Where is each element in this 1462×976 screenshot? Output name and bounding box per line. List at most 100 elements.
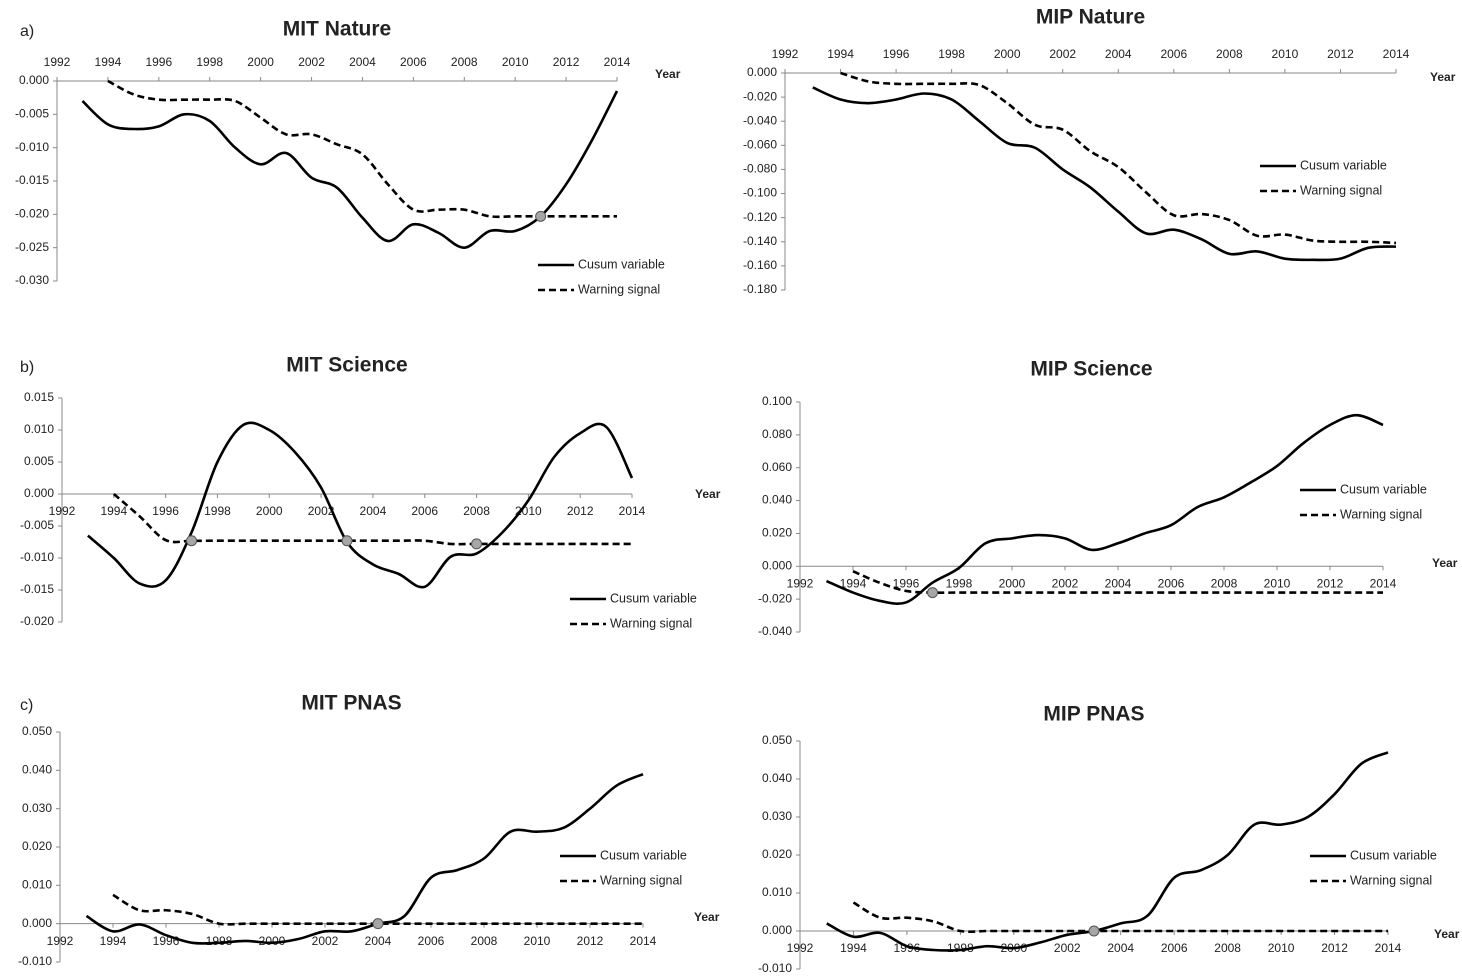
crossing-marker [535,210,547,222]
x-tick-label: 1992 [44,55,71,69]
legend-label: Warning signal [610,616,692,630]
y-tick-label: 0.000 [22,916,52,930]
x-tick-label: 2002 [1054,941,1081,955]
x-tick-label: 1998 [196,55,223,69]
x-tick-label: 2008 [1214,941,1241,955]
x-tick-label: 2010 [524,934,551,948]
y-tick-label: -0.010 [15,140,49,154]
crossing-marker [372,918,384,930]
x-tick-label: 2012 [553,55,580,69]
x-tick-label: 1996 [893,576,920,590]
x-tick-label: 2014 [604,55,631,69]
legend-label: Warning signal [1300,183,1382,197]
x-tick-label: 2010 [1264,576,1291,590]
x-tick-label: 2004 [365,934,392,948]
crossing-marker [471,538,483,550]
y-tick-label: -0.040 [758,624,792,638]
y-tick-label: -0.020 [758,591,792,605]
y-tick-label: 0.050 [762,733,792,747]
x-axis-label: Year [655,67,681,81]
y-tick-label: -0.025 [15,240,49,254]
x-tick-label: 2012 [1317,576,1344,590]
y-tick-label: -0.010 [20,550,54,564]
series-line [85,772,644,945]
panel-label: c) [20,697,33,714]
x-tick-label: 1994 [100,934,127,948]
y-tick-label: 0.040 [762,771,792,785]
y-tick-label: -0.140 [743,234,777,248]
y-tick-label: 0.020 [762,526,792,540]
x-tick-label: 2000 [247,55,274,69]
x-tick-label: 2014 [1370,576,1397,590]
legend-label: Cusum variable [600,848,687,862]
x-tick-label: 1998 [938,47,965,61]
legend-label: Warning signal [600,873,682,887]
x-tick-label: 2012 [1321,941,1348,955]
y-tick-label: 0.000 [762,923,792,937]
x-tick-label: 1996 [883,47,910,61]
y-tick-label: -0.060 [743,138,777,152]
series-line [840,71,1397,245]
x-tick-label: 2006 [411,504,438,518]
x-tick-label: 2010 [502,55,529,69]
y-tick-label: 0.005 [24,454,54,468]
x-tick-label: 1994 [95,55,122,69]
crossing-marker [341,535,353,547]
x-tick-label: 1996 [152,504,179,518]
crossing-marker [927,587,938,599]
legend-label: Cusum variable [578,257,665,271]
y-tick-label: -0.005 [20,518,54,532]
series-line [87,421,634,589]
y-tick-label: -0.180 [743,282,777,296]
y-tick-label: -0.010 [18,954,52,968]
y-tick-label: 0.000 [19,73,49,87]
series-line [825,413,1384,605]
series-line [852,570,1383,594]
x-axis-label: Year [695,487,721,501]
y-tick-label: 0.060 [762,460,792,474]
series-line [826,751,1389,952]
y-tick-label: -0.080 [743,162,777,176]
series-line [812,86,1397,262]
x-axis-label: Year [1432,556,1458,570]
y-tick-label: 0.100 [762,394,792,408]
crossing-marker [1088,925,1100,937]
x-tick-label: 1994 [827,47,854,61]
y-tick-label: -0.040 [743,113,777,127]
x-tick-label: 1994 [100,504,127,518]
x-tick-label: 2006 [1160,47,1187,61]
y-tick-label: 0.015 [24,390,54,404]
chart-title: MIT PNAS [301,692,401,715]
x-tick-label: 2004 [1107,941,1134,955]
x-tick-label: 2008 [1216,47,1243,61]
legend-label: Warning signal [578,282,660,296]
y-tick-label: -0.020 [20,614,54,628]
chart-title: MIT Science [286,354,407,377]
x-tick-label: 2008 [463,504,490,518]
x-tick-label: 2008 [451,55,478,69]
y-tick-label: -0.160 [743,258,777,272]
y-tick-label: 0.020 [762,847,792,861]
y-tick-label: 0.080 [762,427,792,441]
legend-label: Cusum variable [1350,848,1437,862]
series-line [112,893,643,926]
x-tick-label: 1992 [772,47,799,61]
x-tick-label: 2008 [1211,576,1238,590]
x-axis-label: Year [1434,927,1460,941]
x-tick-label: 2006 [418,934,445,948]
y-tick-label: -0.030 [15,273,49,287]
series-line [112,493,632,546]
x-tick-label: 2002 [298,55,325,69]
y-tick-label: 0.010 [762,885,792,899]
x-tick-label: 2008 [471,934,498,948]
y-tick-label: -0.010 [758,961,792,975]
x-tick-label: 2000 [256,504,283,518]
y-tick-label: 0.040 [22,763,52,777]
x-tick-label: 2006 [1158,576,1185,590]
x-tick-label: 2002 [308,504,335,518]
x-tick-label: 2004 [1105,576,1132,590]
y-tick-label: 0.000 [24,486,54,500]
x-tick-label: 2000 [999,576,1026,590]
x-tick-label: 2000 [259,934,286,948]
